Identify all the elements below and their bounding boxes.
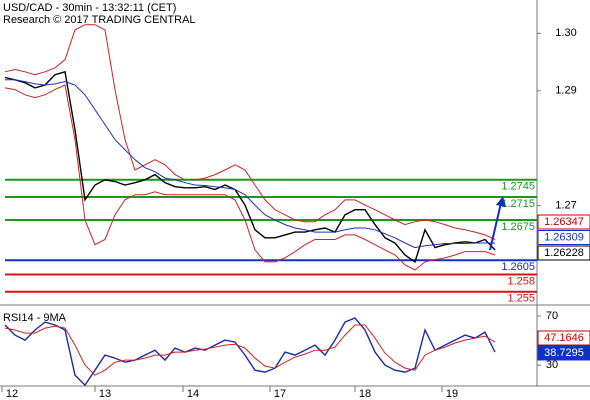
x-tick-label: 12	[6, 388, 18, 400]
value-box-bg	[537, 230, 590, 245]
series-line	[5, 79, 495, 249]
value-box: 47.1646	[537, 330, 590, 346]
value-box: 1.26228	[537, 245, 590, 261]
x-tick-label: 13	[99, 388, 111, 400]
chart-subtitle: Research © 2017 TRADING CENTRAL	[3, 14, 196, 26]
y-tick-label: 1.29	[555, 85, 576, 97]
value-box: 1.26309	[537, 230, 590, 245]
value-box-label: 1.26309	[544, 231, 584, 243]
x-tick-label: 18	[359, 388, 371, 400]
level-label: 1.255	[507, 293, 535, 305]
value-box-label: 1.26347	[544, 216, 584, 228]
value-box: 1.26347	[537, 214, 590, 230]
value-box-bg	[537, 330, 590, 346]
forecast-arrow-head	[496, 196, 506, 207]
x-tick-label: 19	[446, 388, 458, 400]
level-label: 1.2715	[501, 198, 535, 210]
series-line	[4, 24, 496, 240]
y-tick-label: 1.30	[555, 27, 576, 39]
y-tick-label: 1.27	[555, 200, 576, 212]
value-box: 38.7295	[537, 345, 590, 361]
rsi-y-tick-label: 30	[546, 359, 558, 371]
series-line	[4, 70, 496, 264]
level-label: 1.258	[507, 275, 535, 287]
value-box-label: 47.1646	[544, 332, 584, 344]
x-tick-label: 17	[274, 388, 286, 400]
x-tick-label: 14	[187, 388, 199, 400]
series-line	[4, 84, 496, 271]
series-line	[4, 317, 496, 387]
rsi-y-tick-label: 70	[546, 310, 558, 322]
value-box-label: 1.26228	[544, 247, 584, 259]
chart-title: USD/CAD - 30min - 13:32:11 (CET)	[3, 2, 176, 14]
level-label: 1.2745	[501, 181, 535, 193]
level-label: 1.2605	[501, 261, 535, 273]
marks: 1.30 1.29 1.27 1.2745 1.2715 1.2675 1.2605 1.25…	[1, 24, 590, 400]
value-box-bg	[537, 214, 590, 230]
value-box-bg	[537, 245, 590, 261]
forecast-arrow	[489, 202, 502, 251]
value-box-bg	[537, 345, 590, 361]
value-box-label: 38.7295	[544, 347, 584, 359]
series-line	[4, 324, 496, 376]
rsi-label: RSI14 - 9MA	[3, 312, 67, 324]
level-label: 1.2675	[501, 221, 535, 233]
